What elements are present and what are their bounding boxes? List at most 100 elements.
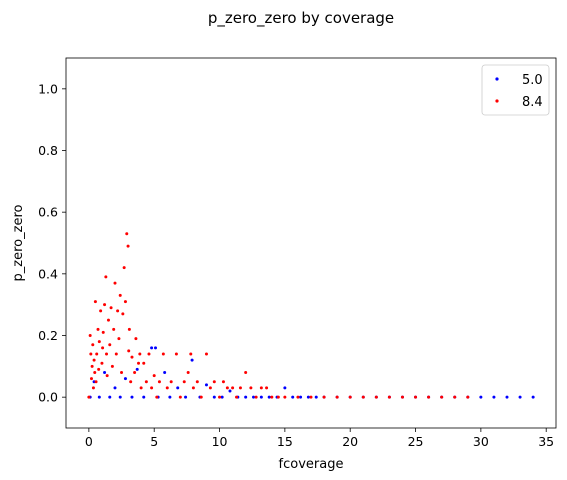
x-tick-label-0: 0: [85, 434, 93, 449]
series-0-point-50: [518, 395, 522, 399]
series-0-point-51: [531, 395, 535, 399]
series-1-point-68: [212, 380, 216, 384]
series-1-point-95: [453, 395, 457, 399]
series-0-point-22: [220, 395, 224, 399]
series-1-point-3: [89, 377, 93, 381]
x-tick-label-5: 25: [408, 434, 424, 449]
series-1-point-70: [221, 380, 225, 384]
series-0-point-28: [267, 395, 271, 399]
series-1-point-5: [91, 343, 95, 347]
series-1-point-57: [169, 380, 173, 384]
series-0-point-47: [479, 395, 483, 399]
series-0-point-18: [190, 358, 194, 362]
series-1-point-65: [199, 395, 203, 399]
series-0-point-9: [135, 367, 139, 371]
series-0-point-12: [154, 346, 158, 350]
series-1-point-64: [195, 380, 199, 384]
series-1-point-22: [105, 374, 109, 378]
series-1-point-54: [157, 380, 161, 384]
series-1-point-60: [182, 380, 186, 384]
series-0-point-23: [228, 389, 232, 393]
series-1-point-6: [91, 386, 95, 390]
series-0-point-5: [113, 386, 117, 390]
series-0-point-2: [97, 395, 101, 399]
series-0-point-26: [252, 395, 256, 399]
legend: 5.0 8.4: [481, 64, 550, 116]
series-0-point-3: [103, 371, 107, 374]
series-1-point-26: [110, 364, 114, 368]
x-axis-label: fcoverage: [279, 457, 344, 472]
series-1-point-86: [335, 395, 339, 399]
series-1-point-55: [161, 352, 165, 356]
series-1-point-69: [218, 395, 222, 399]
series-0-point-21: [212, 395, 216, 399]
series-0-point-7: [123, 377, 127, 381]
series-1-point-4: [90, 364, 94, 368]
series-1-point-96: [466, 395, 470, 399]
series-1-point-35: [122, 266, 126, 270]
y-tick-label-4: 0.8: [38, 143, 58, 158]
series-1-point-88: [361, 395, 365, 399]
y-tick-label-0: 0.0: [38, 390, 58, 405]
series-1-point-27: [112, 327, 116, 331]
series-0-point-49: [505, 395, 509, 399]
x-tick-label-6: 30: [473, 434, 489, 449]
series-1-point-10: [94, 380, 98, 384]
series-1-point-11: [95, 352, 99, 356]
series-1-point-67: [208, 386, 212, 390]
plot-area: [87, 232, 535, 399]
y-axis: 0.0 0.2 0.4 0.6 0.8 1.0: [38, 81, 66, 405]
series-1-point-81: [276, 395, 280, 399]
series-1-point-13: [97, 367, 101, 371]
series-0-point-10: [142, 395, 146, 399]
series-1-point-83: [296, 395, 300, 399]
series-1-point-31: [117, 337, 121, 341]
legend-marker-series-0: [495, 77, 499, 81]
series-1-point-25: [109, 306, 113, 310]
series-1-point-71: [225, 386, 229, 390]
series-1-point-29: [114, 352, 118, 356]
series-1-point-61: [186, 371, 190, 374]
x-tick-label-3: 15: [277, 434, 293, 449]
series-1-point-72: [231, 386, 235, 390]
series-1-point-75: [244, 371, 248, 374]
series-1-point-76: [249, 386, 253, 390]
series-1-point-34: [121, 312, 125, 316]
series-1-point-62: [189, 352, 193, 356]
series-1-point-89: [374, 395, 378, 399]
series-0-point-32: [299, 395, 303, 399]
series-0-point-14: [163, 371, 167, 374]
series-1-point-47: [139, 386, 143, 390]
legend-box: [481, 64, 550, 116]
series-1-point-0: [87, 395, 91, 399]
series-0-point-30: [283, 386, 287, 390]
series-1-point-46: [138, 352, 142, 356]
series-1-point-93: [427, 395, 431, 399]
legend-label-series-1: 8.4: [522, 95, 543, 110]
series-1-point-16: [100, 361, 104, 365]
series-0-point-20: [204, 383, 208, 387]
series-1-point-43: [133, 371, 137, 374]
series-1-point-49: [144, 380, 148, 384]
series-0-point-48: [492, 395, 496, 399]
legend-label-series-0: 5.0: [522, 73, 543, 88]
series-1-point-23: [106, 318, 110, 322]
series-1-point-38: [126, 244, 130, 248]
series-0: [88, 346, 535, 399]
x-tick-label-1: 5: [150, 434, 158, 449]
series-1-point-91: [400, 395, 404, 399]
series-1-point-7: [92, 358, 96, 362]
series-1-point-14: [97, 340, 101, 344]
series-0-point-27: [259, 395, 263, 399]
series-1-point-74: [238, 386, 242, 390]
series-1-point-15: [99, 309, 103, 313]
series-1-point-90: [387, 395, 391, 399]
series-1-point-58: [174, 352, 178, 356]
series-1-point-8: [93, 371, 97, 374]
series-1-point-44: [134, 337, 138, 341]
series-0-point-25: [244, 395, 248, 399]
series-1-point-80: [270, 395, 274, 399]
series-1-point-45: [137, 361, 141, 365]
series-1-point-85: [322, 395, 326, 399]
series-0-point-8: [130, 395, 134, 399]
